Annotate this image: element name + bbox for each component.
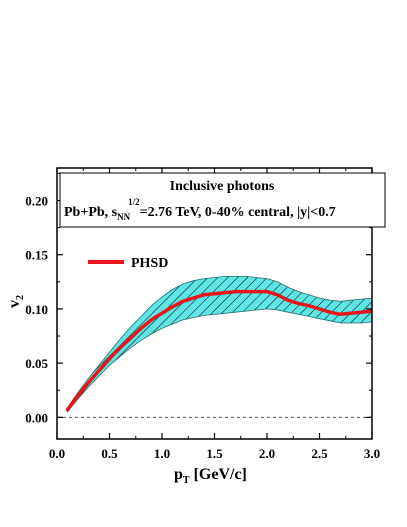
x-tick-label: 1.5	[206, 446, 223, 461]
x-tick-label: 0.0	[49, 446, 65, 461]
title-box: Inclusive photons Pb+Pb, sNN1/2=2.76 TeV…	[59, 172, 386, 228]
chart-title: Inclusive photons	[170, 179, 275, 194]
x-tick-label: 3.0	[364, 446, 380, 461]
x-axis-title: pT [GeV/c]	[174, 466, 247, 486]
x-tick-label: 0.5	[101, 446, 118, 461]
x-tick-label: 2.0	[259, 446, 275, 461]
x-tick-label: 1.0	[154, 446, 170, 461]
y-tick-label: 0.20	[25, 194, 48, 209]
chart-subtitle: Pb+Pb, sNN1/2=2.76 TeV, 0-40% central, |…	[64, 197, 336, 222]
phsd-line	[65, 289, 372, 412]
legend-label-phsd: PHSD	[131, 256, 168, 271]
y-tick-label: 0.15	[25, 248, 48, 263]
y-axis-title: v2	[6, 295, 26, 308]
y-tick-label: 0.00	[25, 410, 48, 425]
legend: PHSD	[88, 256, 168, 271]
y-tick-label: 0.10	[25, 302, 48, 317]
y-tick-label: 0.05	[25, 356, 48, 371]
x-tick-label: 2.5	[311, 446, 328, 461]
phsd-uncertainty-band	[67, 276, 372, 414]
